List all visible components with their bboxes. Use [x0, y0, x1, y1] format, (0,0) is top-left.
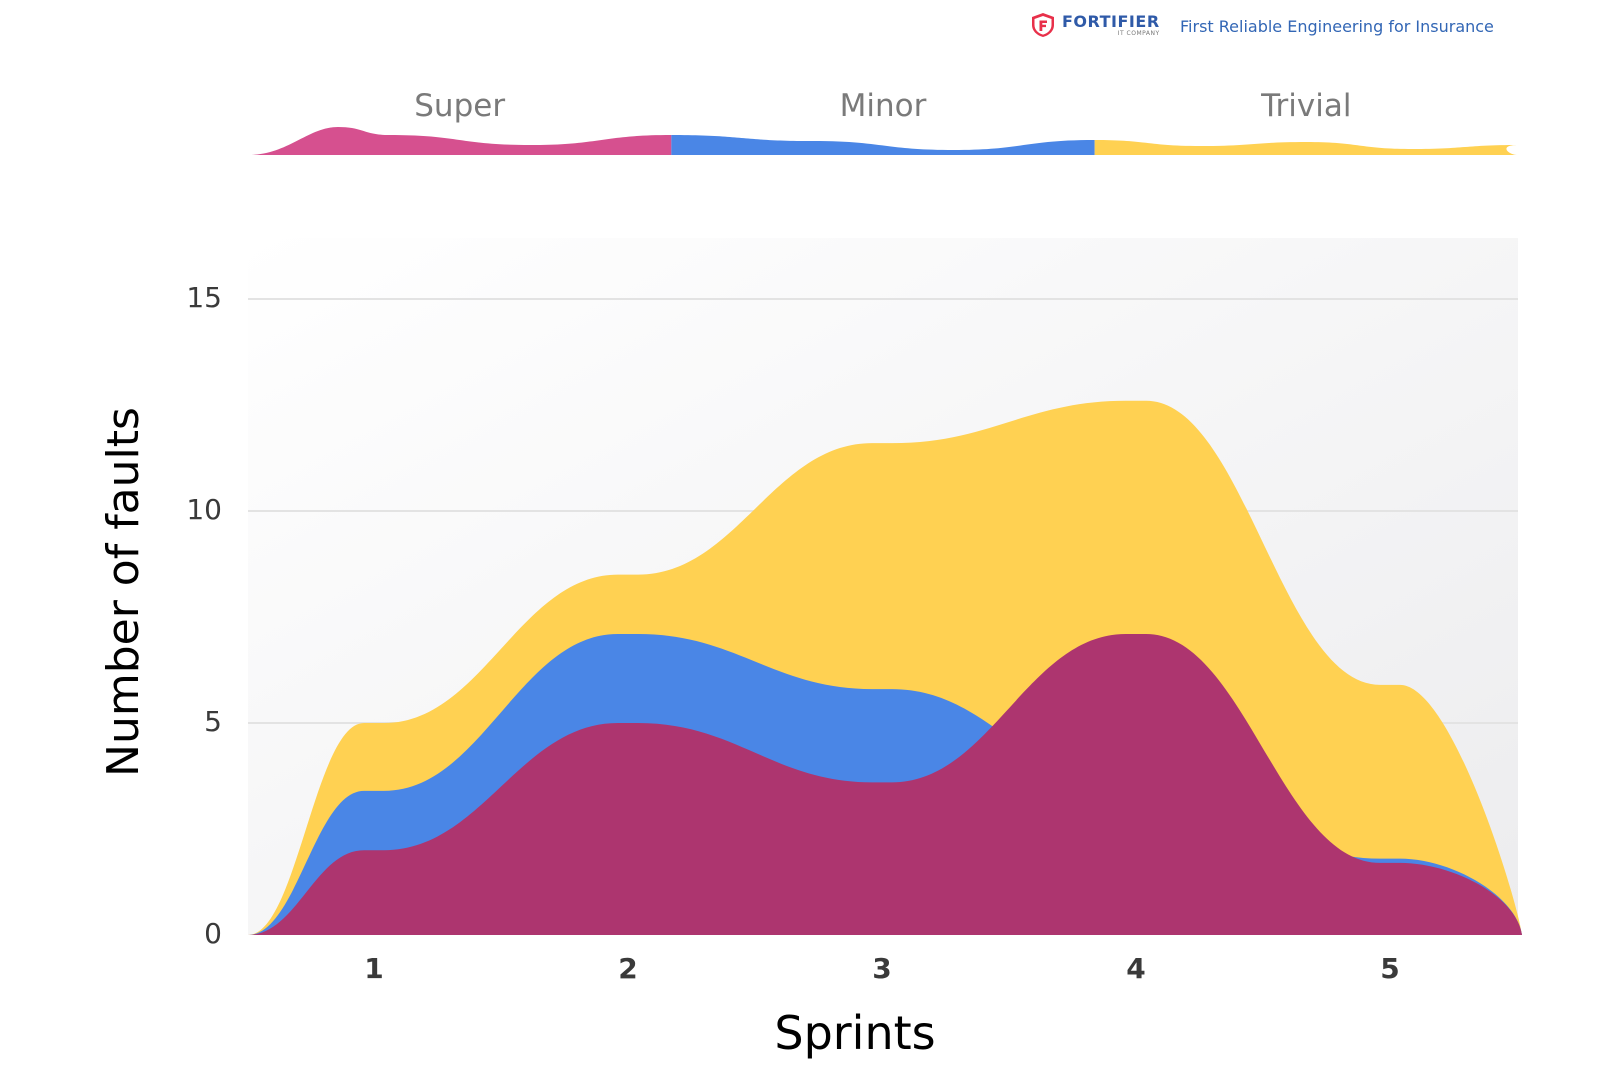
brand-logo: FORTIFIER IT COMPANY	[1030, 12, 1160, 38]
x-tick-labels: 1 2 3 4 5	[364, 952, 1399, 985]
legend-swatch-minor	[671, 135, 1095, 155]
x-axis-label: Sprints	[774, 1006, 935, 1060]
y-tick-labels: 0 5 10 15	[186, 281, 222, 950]
legend-swatch-super	[248, 127, 672, 155]
area-super	[248, 633, 1522, 935]
x-tick-label: 5	[1380, 952, 1399, 985]
y-tick-label: 0	[204, 917, 222, 950]
y-tick-label: 5	[204, 705, 222, 738]
legend-label-minor: Minor	[840, 88, 927, 124]
tagline: First Reliable Engineering for Insurance	[1180, 17, 1494, 36]
x-tick-label: 4	[1126, 952, 1145, 985]
legend-label-trivial: Trivial	[1260, 88, 1351, 124]
legend-swatch-trivial	[1094, 140, 1518, 155]
y-axis-label: Number of faults	[98, 407, 149, 777]
legend-label-super: Super	[414, 88, 505, 124]
x-tick-label: 3	[872, 952, 891, 985]
y-tick-label: 15	[186, 281, 222, 314]
fortifier-logo-icon	[1032, 13, 1054, 37]
y-tick-label: 10	[186, 493, 222, 526]
x-tick-label: 2	[618, 952, 637, 985]
area-series	[248, 400, 1522, 935]
x-tick-label: 1	[364, 952, 383, 985]
brand-name: FORTIFIER	[1062, 11, 1160, 31]
brand-subtitle: IT COMPANY	[1117, 29, 1160, 37]
legend-band: Super Minor Trivial	[248, 88, 1518, 155]
